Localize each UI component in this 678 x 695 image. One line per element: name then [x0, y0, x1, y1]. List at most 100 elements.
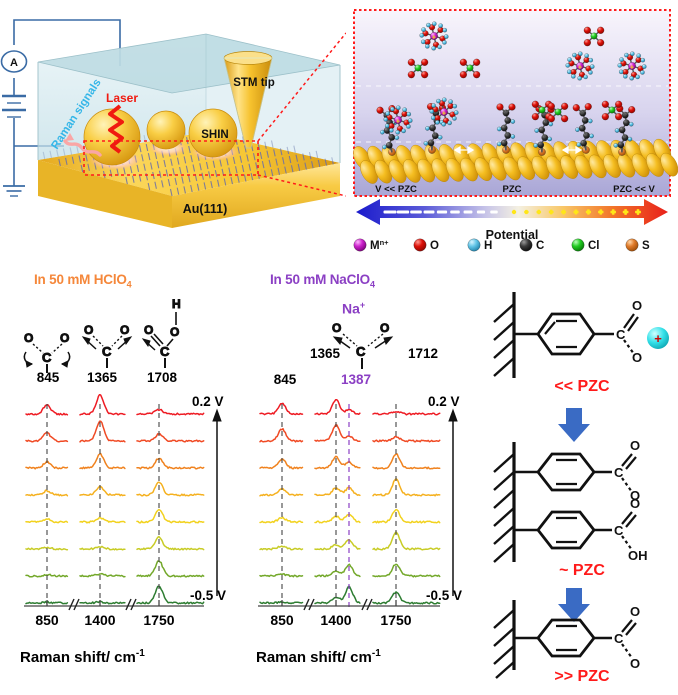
- spectrum-trace: [260, 602, 303, 604]
- svg-text:O: O: [60, 331, 69, 345]
- spectra-panel-hclo4: In 50 mM HClO4 O O C O O C: [18, 272, 240, 690]
- spectrum-trace: [373, 454, 440, 469]
- xtick-1400-naclo4: 1400: [312, 612, 360, 628]
- region-label-pzc: PZC: [503, 184, 522, 195]
- spectrum-trace: [260, 429, 303, 442]
- spectrum-trace: [137, 537, 204, 550]
- spectrum-trace: [373, 412, 440, 415]
- shin-label: SHIN: [201, 129, 228, 141]
- svg-text:O: O: [84, 323, 93, 337]
- spectrum-trace: [137, 561, 204, 577]
- region-label-positive: PZC << V: [613, 184, 655, 195]
- legend-sphere-s: [626, 239, 638, 251]
- potential-axis-label: Potential: [486, 228, 539, 242]
- spectrum-trace: [80, 421, 125, 442]
- peak-guides-hclo4: [47, 404, 159, 600]
- spectrum-trace: [137, 409, 204, 415]
- spectrum-trace: [80, 601, 125, 603]
- battery-icon: [2, 96, 26, 117]
- surface-hatching-3: [494, 610, 514, 678]
- cation-bubble: +: [647, 327, 669, 349]
- cation-label-naclo4: Na+: [342, 300, 365, 317]
- svg-text:C: C: [160, 344, 170, 359]
- pzc-label-3: >> PZC: [512, 668, 652, 686]
- spectrum-trace: [373, 479, 440, 496]
- spectrum-trace: [137, 434, 204, 442]
- vibration-mode-diagrams-hclo4: O O C O O C H O O: [18, 294, 218, 374]
- svg-text:+: +: [578, 62, 583, 71]
- potential-top-label-naclo4: 0.2 V: [428, 394, 460, 409]
- peak-label-845-naclo4: 845: [262, 372, 308, 387]
- svg-text:O: O: [332, 321, 341, 335]
- transition-arrow-2: [558, 588, 590, 622]
- spectrum-trace: [260, 517, 303, 523]
- spectrum-trace: [260, 574, 303, 577]
- potential-bottom-label-hclo4: -0.5 V: [190, 588, 226, 603]
- legend-sphere-c: [520, 239, 532, 251]
- molecule-structure-2: C O O C O OH: [494, 438, 648, 563]
- spectrum-trace: [373, 437, 440, 442]
- potential-top-label-hclo4: 0.2 V: [192, 394, 224, 409]
- spectrum-trace: [315, 587, 360, 604]
- potential-arrow-naclo4: [449, 410, 457, 596]
- pzc-label-2: ~ PZC: [512, 562, 652, 580]
- peak-label-1387-naclo4: 1387: [330, 372, 382, 387]
- spectrum-trace: [315, 514, 360, 523]
- svg-text:C: C: [42, 350, 52, 365]
- svg-text:C: C: [102, 344, 112, 359]
- stm-tip-label: STM tip: [233, 77, 275, 89]
- spectrum-trace: [80, 574, 125, 577]
- vibration-mode-diagram-naclo4: O O C: [328, 316, 412, 372]
- potential-axis: Potential: [356, 199, 668, 242]
- spectrum-trace: [373, 532, 440, 550]
- legend-sphere-o: [414, 239, 426, 251]
- peak-label-1365-naclo4: 1365: [300, 346, 350, 361]
- molecule-structure-1: C O O: [494, 292, 642, 378]
- legend-label-s: S: [642, 240, 650, 252]
- spectrum-trace: [80, 546, 125, 549]
- hydroxyl-label-2b: OH: [628, 548, 648, 563]
- legend-sphere-m: [354, 239, 366, 251]
- spectrum-trace: [315, 400, 360, 415]
- xtick-850-hclo4: 850: [25, 612, 69, 628]
- legend-label-o: O: [430, 240, 439, 252]
- svg-text:O: O: [170, 325, 179, 339]
- oxygen-bottom-label-1: O: [632, 350, 642, 365]
- spectrum-trace: [80, 454, 125, 469]
- molecule-ladder-panel: C O O + << PZC C O O: [472, 282, 678, 690]
- spectrum-trace: [137, 459, 204, 469]
- peak-label-845-hclo4: 845: [26, 370, 70, 385]
- peak-label-1708-hclo4: 1708: [138, 370, 186, 385]
- legend-label-h: H: [484, 240, 492, 252]
- svg-text:+: +: [396, 116, 401, 125]
- svg-text:O: O: [380, 321, 389, 335]
- peak-label-1712-naclo4: 1712: [398, 346, 448, 361]
- legend-sphere-cl: [572, 239, 584, 251]
- axis-break-marks-naclo4: [304, 599, 372, 610]
- spectrum-trace: [137, 482, 204, 496]
- spectrum-trace: [373, 564, 440, 577]
- spectrum-trace: [260, 546, 303, 550]
- spectrum-trace: [373, 510, 440, 523]
- xtick-1750-hclo4: 1750: [135, 612, 183, 628]
- xtick-1400-hclo4: 1400: [76, 612, 124, 628]
- spectrum-trace: [315, 425, 360, 442]
- transition-arrow-1: [558, 408, 590, 442]
- svg-text:H: H: [172, 297, 181, 311]
- ground-icon: [3, 186, 25, 196]
- spectra-panel-naclo4: In 50 mM NaClO4 Na+ O O C 1365 1712 845 …: [248, 272, 474, 690]
- svg-text:+: +: [432, 32, 437, 41]
- potential-arrow-hclo4: [213, 410, 221, 596]
- vib-mode-845: O O C: [24, 331, 70, 373]
- ec-ters-cell-schematic: A Au(111) SH: [0, 0, 346, 252]
- x-axis-title-hclo4: Raman shift/ cm-1: [20, 648, 145, 666]
- svg-text:O: O: [24, 331, 33, 345]
- legend-sphere-h: [468, 239, 480, 251]
- spectrum-trace: [260, 459, 303, 469]
- x-axis-title-naclo4: Raman shift/ cm-1: [256, 648, 381, 666]
- spectrum-trace: [315, 564, 360, 576]
- peak-label-1365-hclo4: 1365: [78, 370, 126, 385]
- spectrum-trace: [80, 395, 125, 415]
- pzc-label-1: << PZC: [512, 378, 652, 396]
- xtick-850-naclo4: 850: [260, 612, 304, 628]
